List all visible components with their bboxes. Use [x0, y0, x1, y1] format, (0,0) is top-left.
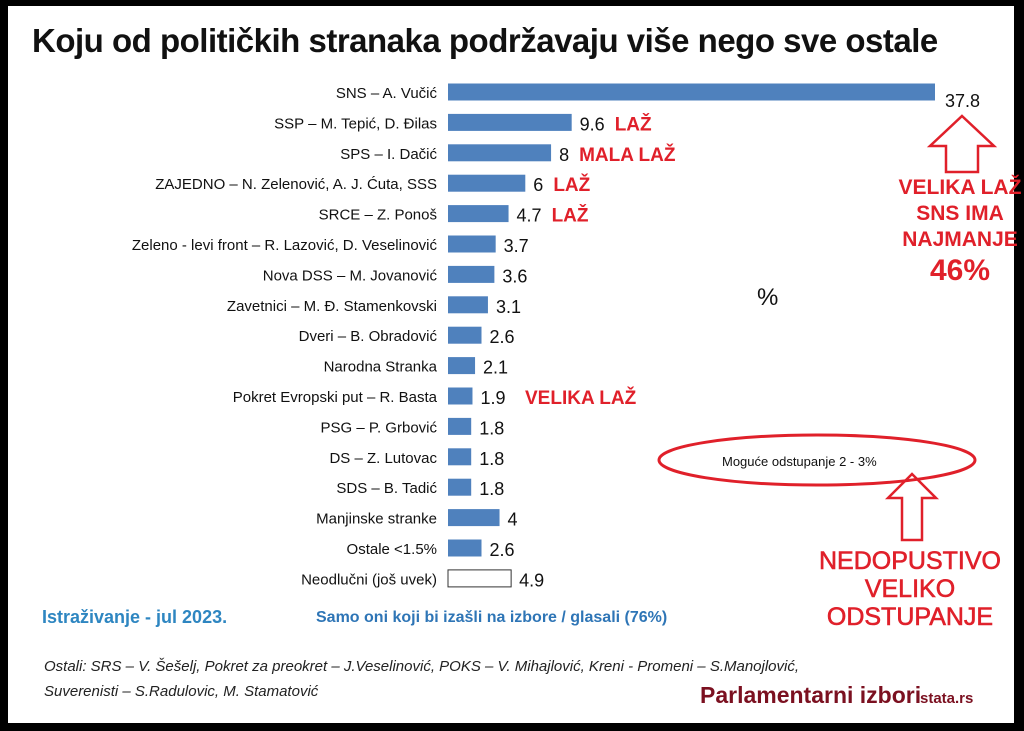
value-label: 4 [508, 510, 518, 530]
category-label: ZAJEDNO – N. Zelenović, A. J. Ćuta, SSS [155, 176, 437, 193]
bar [448, 144, 552, 162]
up-arrow-icon [926, 114, 998, 174]
unit-label: % [757, 284, 779, 311]
value-label: 4.7 [517, 206, 542, 226]
category-label: SDS – B. Tadić [336, 480, 437, 497]
category-label: DS – Z. Lutovac [329, 450, 437, 467]
value-label: 1.8 [479, 449, 504, 469]
value-label: 37.8 [945, 91, 980, 111]
sns-note-line: SNS IMA [916, 202, 1004, 225]
category-label: SNS – A. Vučić [336, 85, 438, 102]
category-label: Neodlučni (još uvek) [301, 571, 437, 588]
margin-ellipse [657, 433, 977, 487]
bar [448, 539, 482, 557]
category-label: Zeleno - levi front – R. Lazović, D. Ves… [132, 237, 438, 254]
lie-note: LAŽ [615, 113, 652, 135]
bar [447, 569, 512, 588]
category-label: SRCE – Z. Ponoš [319, 207, 437, 224]
sns-pct: 46% [929, 254, 991, 287]
value-label: 3.7 [504, 236, 529, 256]
bar [448, 448, 472, 466]
category-label: Nova DSS – M. Jovanović [263, 267, 438, 284]
value-label: 2.6 [489, 540, 514, 560]
survey-date: Istraživanje - jul 2023. [42, 607, 228, 627]
category-label: Dveri – B. Obradović [299, 328, 438, 345]
bar [448, 296, 488, 314]
bar [448, 387, 473, 405]
value-label: 9.6 [580, 114, 605, 134]
value-label: 1.9 [480, 388, 505, 408]
lie-note: VELIKA LAŽ [525, 387, 637, 409]
others-note-2: Suverenisti – S.Radulovic, M. Stamatović [44, 683, 319, 700]
sns-note-line: VELIKA LAŽ [898, 176, 1022, 199]
chart-title: Koju od političkih stranaka podržavaju v… [32, 22, 938, 59]
value-label: 1.8 [479, 479, 504, 499]
value-label: 1.8 [479, 418, 504, 438]
value-label: 2.6 [489, 327, 514, 347]
category-label: Pokret Evropski put – R. Basta [233, 389, 438, 406]
lie-note: LAŽ [553, 174, 590, 196]
sample-note: Samo oni koji bi izašli na izbore / glas… [316, 609, 668, 626]
sns-note: VELIKA LAŽ SNS IMA NAJMANJE 46% [890, 175, 1024, 289]
up-arrow-icon [884, 472, 940, 542]
margin-note: Moguće odstupanje 2 - 3% [722, 454, 877, 469]
bar [448, 509, 500, 527]
election-label: Parlamentarni izbori [700, 682, 922, 708]
category-label: SPS – I. Dačić [340, 146, 437, 163]
value-label: 3.1 [496, 297, 521, 317]
value-label: 3.6 [502, 266, 527, 286]
category-label: SSP – M. Tepić, D. Đilas [274, 115, 437, 132]
bar [448, 478, 472, 496]
margin-comment-line: NEDOPUSTIVO [819, 547, 1002, 576]
bar [448, 265, 495, 283]
bar [448, 235, 496, 253]
margin-comment: NEDOPUSTIVO VELIKO ODSTUPANJE [800, 547, 1020, 632]
value-label: 6 [533, 175, 543, 195]
sns-note-line: NAJMANJE [902, 228, 1018, 251]
margin-comment-line: ODSTUPANJE [826, 603, 994, 632]
bar [448, 205, 509, 223]
margin-comment-line: VELIKO [864, 575, 956, 604]
value-label: 4.9 [519, 570, 544, 590]
bar [448, 174, 526, 192]
category-label: Ostale <1.5% [347, 541, 437, 558]
lie-note: LAŽ [552, 205, 589, 227]
bar [448, 83, 935, 101]
category-label: PSG – P. Grbović [321, 419, 438, 436]
bar [448, 326, 482, 344]
source-label: stata.rs [920, 690, 974, 707]
category-label: Manjinske stranke [316, 511, 437, 528]
bar [448, 113, 572, 131]
category-label: Narodna Stranka [324, 359, 438, 376]
value-label: 8 [559, 145, 569, 165]
lie-note: MALA LAŽ [579, 144, 676, 166]
others-note: Ostali: SRS – V. Šešelj, Pokret za preok… [44, 658, 800, 675]
category-label: Zavetnici – M. Đ. Stamenkovski [227, 298, 437, 315]
bar [448, 357, 476, 375]
value-label: 2.1 [483, 358, 508, 378]
bar [448, 417, 472, 435]
